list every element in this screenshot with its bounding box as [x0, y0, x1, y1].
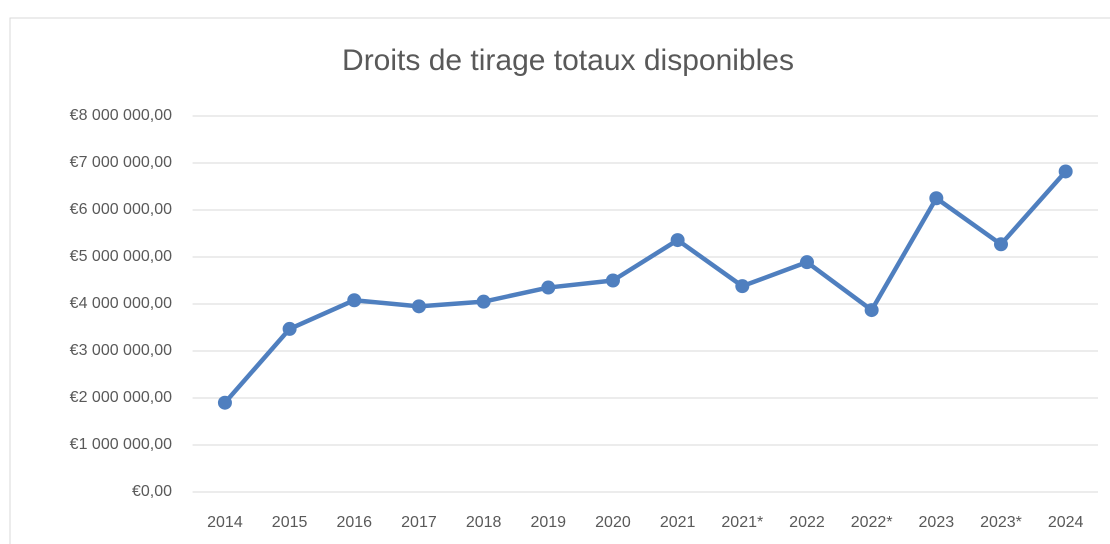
- y-tick-label: €2 000 000,00: [70, 389, 172, 406]
- chart-frame: [9, 17, 1110, 544]
- point: [411, 299, 426, 314]
- y-tick-label: €5 000 000,00: [70, 248, 172, 265]
- point: [1058, 164, 1073, 179]
- x-tick-label: 2014: [207, 514, 243, 531]
- point: [670, 233, 685, 248]
- point: [476, 294, 491, 309]
- line: [223, 169, 1068, 405]
- x-tick-label: 2021: [660, 514, 696, 531]
- x-tick-label: 2021*: [721, 514, 763, 531]
- chart-title: Droits de tirage totaux disponibles: [342, 44, 794, 77]
- y-tick-label: €6 000 000,00: [70, 201, 172, 218]
- x-tick-label: 2022: [789, 514, 825, 531]
- y-tick-label: €0,00: [132, 483, 172, 500]
- x-tick-label: 2023: [919, 514, 955, 531]
- point: [217, 395, 232, 410]
- y-tick-label: €7 000 000,00: [70, 154, 172, 171]
- point: [929, 191, 944, 206]
- point: [993, 237, 1008, 252]
- x-tick-label: 2017: [401, 514, 437, 531]
- point: [864, 303, 879, 318]
- x-tick-label: 2018: [466, 514, 502, 531]
- x-tick-label: 2020: [595, 514, 631, 531]
- point: [282, 321, 297, 336]
- point: [735, 279, 750, 294]
- x-tick-label: 2022*: [851, 514, 893, 531]
- y-tick-label: €3 000 000,00: [70, 342, 172, 359]
- x-tick-label: 2016: [336, 514, 372, 531]
- x-tick-label: 2019: [530, 514, 566, 531]
- point: [799, 255, 814, 270]
- point: [605, 273, 620, 288]
- y-tick-label: €4 000 000,00: [70, 295, 172, 312]
- point: [541, 280, 556, 295]
- y-tick-label: €1 000 000,00: [70, 436, 172, 453]
- x-tick-label: 2024: [1048, 514, 1084, 531]
- point: [347, 293, 362, 308]
- x-tick-label: 2023*: [980, 514, 1022, 531]
- y-tick-label: €8 000 000,00: [70, 107, 172, 124]
- x-tick-label: 2015: [272, 514, 308, 531]
